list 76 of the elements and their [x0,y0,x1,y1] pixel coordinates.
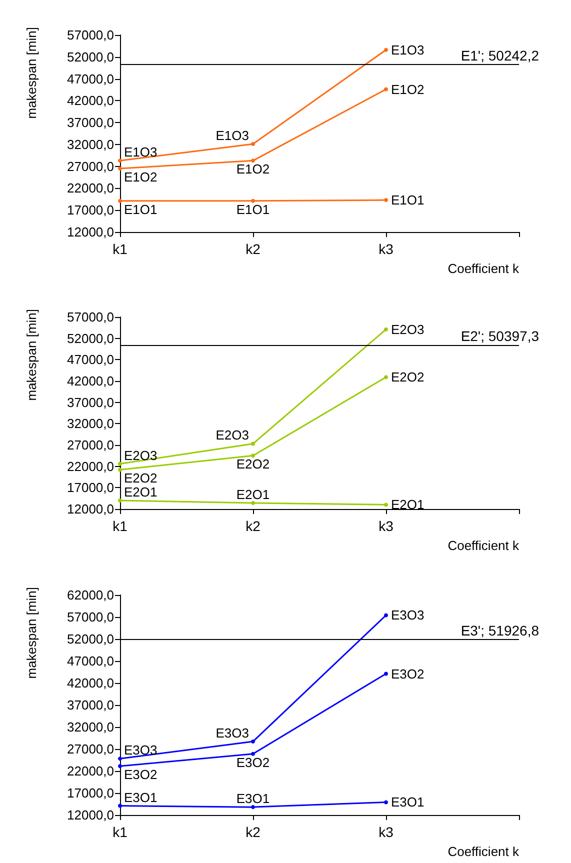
text: E1O1 [236,202,270,217]
y-tick-label: 42000,0 [67,93,114,108]
x-tick-label: k2 [246,824,261,840]
ref-line-label: E3'; 51926,8 [460,622,540,638]
y-tick-label: 37000,0 [67,394,114,410]
text: E2O1 [391,497,424,512]
series-label: E1O3 [124,144,158,160]
y-tick-label: 22000,0 [67,764,114,778]
text: E2O3 [216,428,249,443]
y-tick-label: 32000,0 [67,136,114,152]
y-tick-label: 27000,0 [67,742,114,756]
text: E1O2 [124,170,158,185]
ref-line-label: E1'; 50242,2 [460,48,540,64]
y-tick-label: 12000,0 [67,502,114,516]
y-tick-label: 57000,0 [67,310,114,324]
text: E1O3 [216,128,249,144]
y-tick-label: 47000,0 [67,71,114,86]
series-label: E1O2 [236,162,270,177]
x-tick-label: k3 [378,518,394,534]
y-axis-title: makespan [min] [24,309,39,401]
text: E3O2 [124,767,158,782]
text: E1O2 [391,82,424,97]
y-tick-label: 27000,0 [67,158,114,174]
y-tick-label: 12000,0 [67,224,114,240]
series-label: E3O3 [124,742,158,758]
series-label: E1O1 [124,202,158,217]
y-tick-label: 32000,0 [67,720,114,734]
y-tick-label: 62000,0 [67,588,114,602]
y-tick-label: 32000,0 [67,416,114,432]
y-axis-title: makespan [min] [24,27,39,119]
y-tick-label: 17000,0 [67,202,114,218]
series-label: E2O3 [124,448,158,463]
y-tick-label: 47000,0 [67,352,114,368]
ref-line-label: E2'; 50397,3 [460,328,540,344]
series-label: E3O1 [236,791,270,806]
text: E2O3 [391,322,424,337]
text: E1O3 [391,42,424,58]
y-axis-title: makespan [min] [24,587,39,679]
y-tick-label: 57000,0 [67,28,114,42]
text: E3O1 [391,794,424,810]
x-tick-label: k3 [378,241,394,257]
y-tick-label: 22000,0 [67,458,114,474]
series-label: E2O2 [236,456,270,472]
x-tick-label: k3 [378,824,394,840]
y-tick-label: 42000,0 [67,676,114,690]
x-axis-title: Coefficient k [448,538,520,553]
text: E1O1 [391,192,424,208]
text: E2O2 [124,470,158,486]
x-tick-label: k1 [112,241,128,257]
text: E3O2 [391,666,424,682]
x-tick-label: k2 [246,518,261,534]
x-tick-label: k1 [112,824,128,840]
y-tick-label: 47000,0 [67,654,114,668]
y-tick-label: 12000,0 [67,808,114,822]
series-label: E2O1 [236,487,270,502]
y-tick-label: 17000,0 [67,480,114,496]
y-tick-label: 52000,0 [67,330,114,346]
series-label: E3O2 [236,754,270,770]
y-tick-label: 37000,0 [67,698,114,712]
y-tick-label: 27000,0 [67,438,114,452]
y-tick-label: 52000,0 [67,632,114,646]
x-tick-label: k1 [112,518,128,534]
x-axis-title: Coefficient k [448,844,520,859]
y-tick-label: 57000,0 [67,610,114,624]
text: E2O2 [391,370,424,385]
text: E2O1 [124,484,158,500]
text: E3O3 [216,726,249,741]
y-tick-label: 17000,0 [67,786,114,800]
x-axis-title: Coefficient k [448,261,520,276]
y-tick-label: 37000,0 [67,115,114,130]
text: E3O1 [124,790,158,805]
text: E3O3 [391,608,424,623]
y-tick-label: 52000,0 [67,49,114,64]
x-tick-label: k2 [246,241,261,257]
y-tick-label: 22000,0 [67,180,114,196]
y-tick-label: 42000,0 [67,374,114,388]
